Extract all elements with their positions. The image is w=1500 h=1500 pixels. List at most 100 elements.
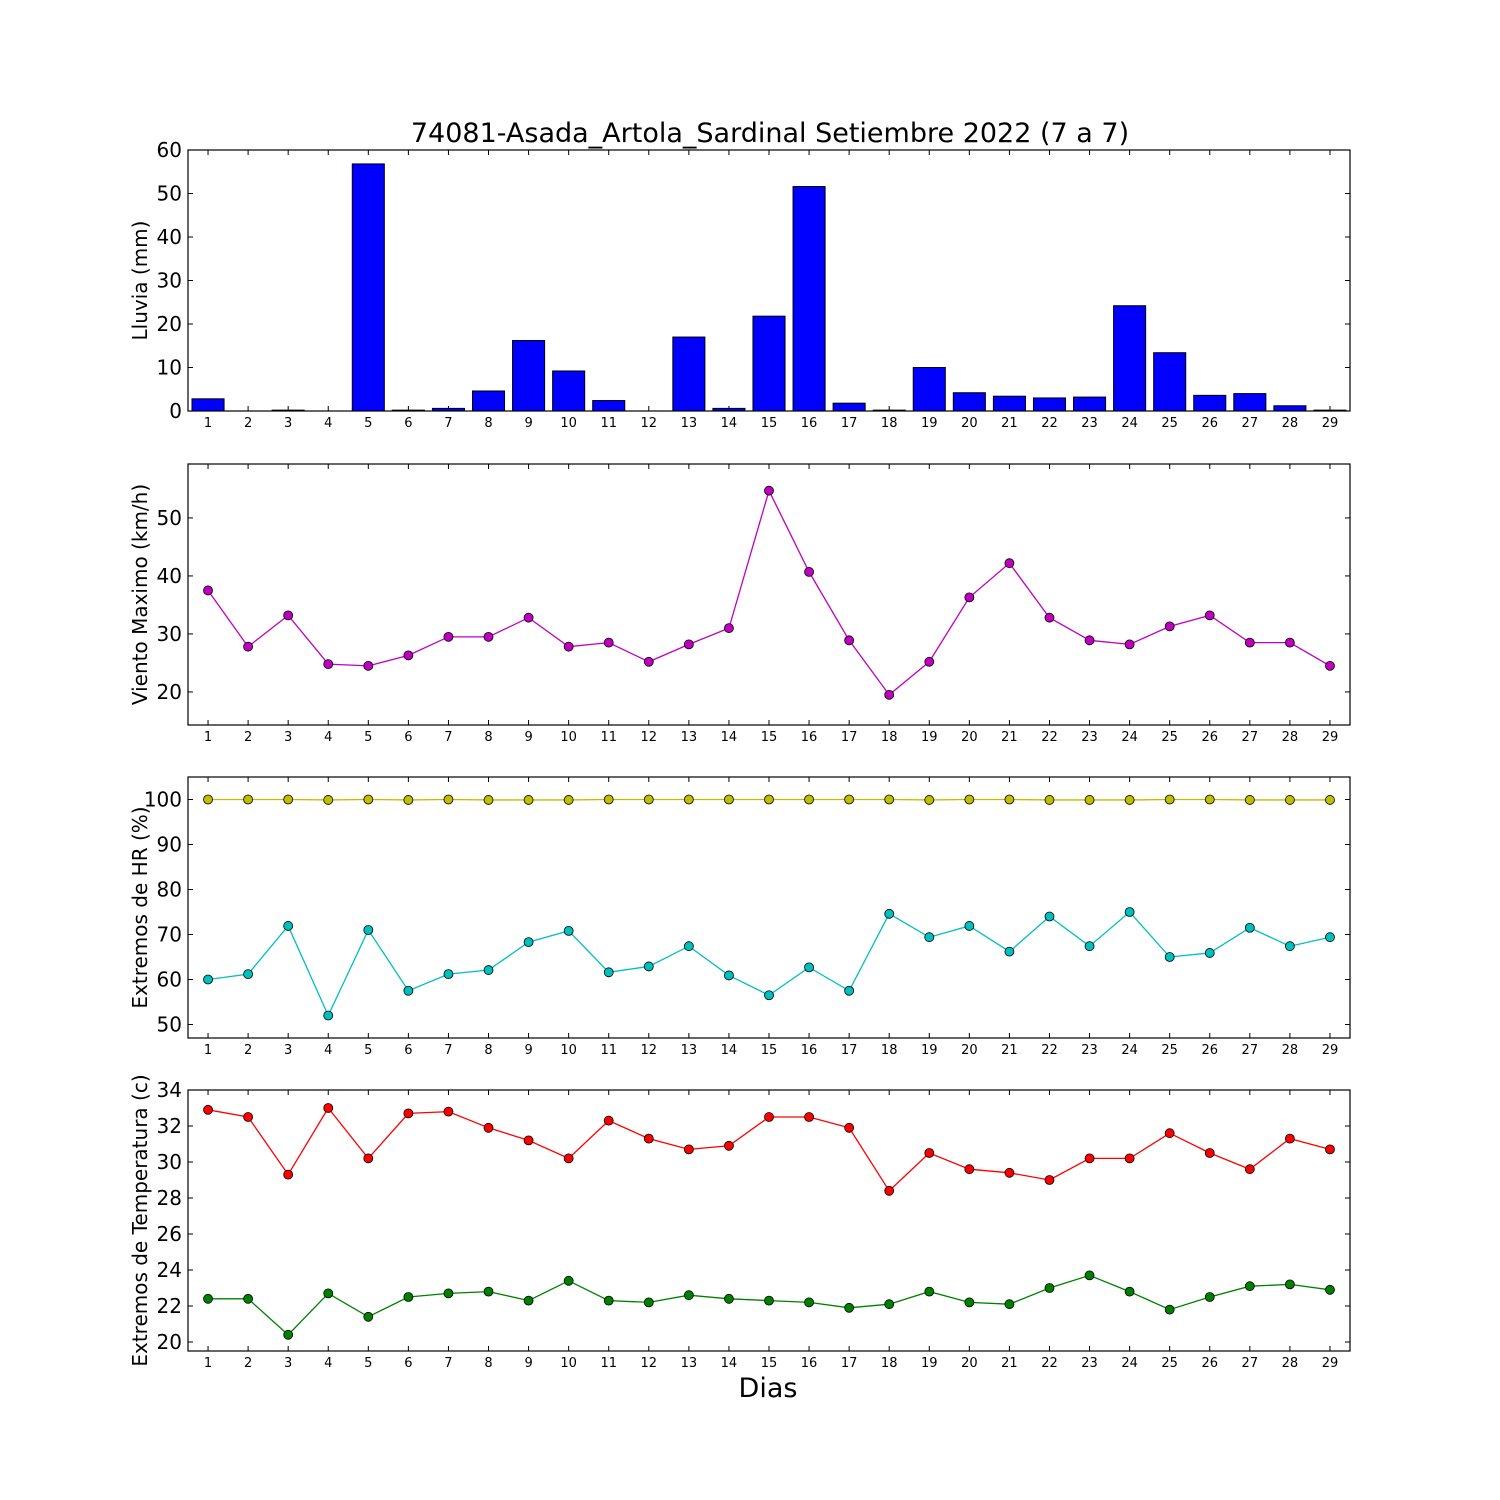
data-point <box>323 795 334 805</box>
x-tick-label: 10 <box>560 1356 577 1371</box>
x-tick-label: 16 <box>801 1356 818 1371</box>
bar <box>1193 394 1227 412</box>
data-point <box>1244 795 1255 805</box>
x-tick-label: 21 <box>1001 416 1018 431</box>
data-point <box>563 795 574 805</box>
x-tick-label: 19 <box>921 730 938 745</box>
data-point <box>764 990 774 1001</box>
data-point <box>1124 1153 1135 1164</box>
y-tick-label: 30 <box>157 622 182 646</box>
x-tick-label: 28 <box>1282 730 1299 745</box>
x-tick-label: 24 <box>1121 730 1138 745</box>
data-point <box>643 656 654 667</box>
x-tick-label: 27 <box>1242 416 1259 431</box>
x-tick-label: 2 <box>244 730 252 745</box>
data-point <box>724 794 734 805</box>
x-tick-label: 7 <box>444 1356 452 1371</box>
x-tick-label: 28 <box>1282 1043 1299 1058</box>
x-tick-label: 21 <box>1001 1043 1018 1058</box>
x-tick-label: 20 <box>961 730 978 745</box>
x-tick-label: 27 <box>1242 1356 1259 1371</box>
data-point <box>1244 1281 1255 1292</box>
data-point <box>1084 795 1095 805</box>
x-tick-label: 9 <box>524 1043 532 1058</box>
data-point <box>1204 794 1215 805</box>
data-point <box>603 794 614 805</box>
data-point <box>283 921 294 931</box>
x-tick-label: 16 <box>801 416 818 431</box>
x-tick-label: 14 <box>721 730 738 745</box>
data-point <box>443 794 454 805</box>
data-point <box>844 1122 855 1133</box>
bar <box>1032 397 1067 412</box>
x-tick-label: 14 <box>721 1356 738 1371</box>
y-tick-label: 40 <box>157 225 182 249</box>
data-point <box>363 1311 374 1322</box>
data-point <box>964 921 975 931</box>
y-tick-label: 34 <box>157 1078 182 1102</box>
bar <box>792 186 826 412</box>
x-tick-label: 19 <box>921 416 938 431</box>
x-tick-label: 22 <box>1041 1043 1058 1058</box>
data-point <box>724 1140 734 1151</box>
data-point <box>523 612 534 623</box>
data-point <box>1164 952 1175 962</box>
x-tick-label: 24 <box>1121 416 1138 431</box>
data-point <box>523 1295 534 1306</box>
data-point <box>643 1133 654 1144</box>
data-point <box>1164 794 1175 805</box>
x-tick-label: 15 <box>761 730 778 745</box>
data-point <box>603 637 614 648</box>
data-point <box>924 1286 935 1297</box>
data-point <box>1325 795 1335 805</box>
data-point <box>243 641 254 652</box>
x-tick-label: 8 <box>484 1356 492 1371</box>
data-point <box>403 650 414 661</box>
data-point <box>764 485 774 496</box>
data-point <box>563 926 574 936</box>
x-tick-label: 28 <box>1282 416 1299 431</box>
data-point <box>403 795 414 805</box>
data-point <box>1124 795 1135 805</box>
data-point <box>1044 911 1055 922</box>
data-point <box>724 1293 734 1304</box>
data-point <box>683 794 694 805</box>
x-tick-label: 8 <box>484 1043 492 1058</box>
y-tick-label: 90 <box>157 833 182 857</box>
x-tick-label: 20 <box>961 416 978 431</box>
data-point <box>804 566 814 577</box>
data-point <box>844 1302 855 1313</box>
x-tick-label: 7 <box>444 730 452 745</box>
data-point <box>243 969 254 979</box>
x-tick-label: 10 <box>560 1043 577 1058</box>
data-point <box>844 985 855 996</box>
y-tick-label: 40 <box>157 564 182 588</box>
x-tick-label: 6 <box>404 416 412 431</box>
x-tick-label: 17 <box>841 1043 858 1058</box>
bar <box>1273 405 1307 412</box>
x-tick-label: 15 <box>761 416 778 431</box>
data-point <box>964 794 975 805</box>
data-point <box>443 1106 454 1117</box>
data-point <box>1164 621 1175 632</box>
x-tick-label: 2 <box>244 1043 252 1058</box>
data-point <box>804 1112 814 1122</box>
bar <box>592 400 626 412</box>
data-point <box>243 1293 254 1304</box>
x-tick-label: 22 <box>1041 1356 1058 1371</box>
x-tick-label: 26 <box>1201 1043 1218 1058</box>
data-point <box>884 689 895 700</box>
x-tick-label: 18 <box>881 416 898 431</box>
data-point <box>683 639 694 650</box>
bar <box>351 163 385 412</box>
data-point <box>884 1185 895 1196</box>
data-point <box>643 794 654 805</box>
data-point <box>764 1295 774 1306</box>
data-point <box>1084 635 1095 646</box>
data-point <box>844 635 855 646</box>
bar <box>912 367 946 412</box>
x-tick-label: 11 <box>600 416 617 431</box>
x-tick-label: 14 <box>721 416 738 431</box>
y-tick-label: 20 <box>157 312 182 336</box>
